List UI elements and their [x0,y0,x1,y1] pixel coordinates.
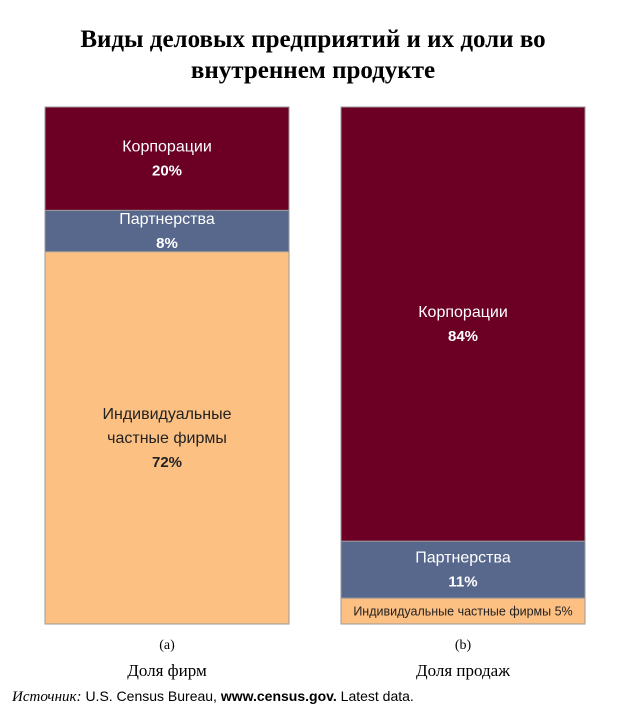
source-after: Latest data. [340,688,414,704]
bar-a-segment-0-label-line-0: Корпорации [122,139,212,156]
bar-a-segment-2-label-line-0: Индивидуальные [102,406,231,423]
panel-b-letter: (b) [454,638,472,653]
chart-title-line-1: Виды деловых предприятий и их доли во [80,26,546,53]
bar-panel-b: Корпорации 84% Партнерства 11% Индивидуальны… [340,106,586,625]
panel-b-caption: Доля продаж [416,661,510,680]
bar-b-segment-1-value: 11% [448,574,477,591]
source-url: www.census.gov. [220,688,337,704]
bar-b-segment-2-label: Индивидуальные частные фирмы 5% [353,605,572,619]
source-note: Источник: U.S. Census Bureau, www.census… [12,688,414,706]
bar-a-segment-2-label-line-1: частные фирмы [107,430,227,447]
bar-b-segment-0-value: 84% [448,328,478,345]
bar-b-segment-0 [340,106,586,542]
bar-b-segment-2 [340,597,586,625]
bar-a-segment-0 [44,106,290,211]
chart-title: Виды деловых предприятий и их доли во вн… [0,24,626,86]
chart-title-line-2: внутреннем продукте [190,57,436,84]
panel-a-caption: Доля фирм [127,661,207,680]
bar-a-segment-2 [44,251,290,625]
bar-a-segment-1-value: 8% [156,235,178,252]
bar-a-segment-1-label-line-0: Партнерства [119,211,215,228]
source-label: Источник: [12,689,82,705]
bar-a-segment-0-value: 20% [152,163,182,180]
bar-b-segment-1-label-line-0: Партнерства [415,550,511,567]
source-text: U.S. Census Bureau, [85,688,217,704]
bar-panel-a: Корпорации 20% Партнерства 8% Индивидуальные… [44,106,290,625]
bar-b-segment-0-label-line-0: Корпорации [418,304,508,321]
panel-a-letter: (a) [159,638,175,653]
bar-a-segment-2-value: 72% [152,454,182,471]
bar-b-segment-1 [340,540,586,599]
